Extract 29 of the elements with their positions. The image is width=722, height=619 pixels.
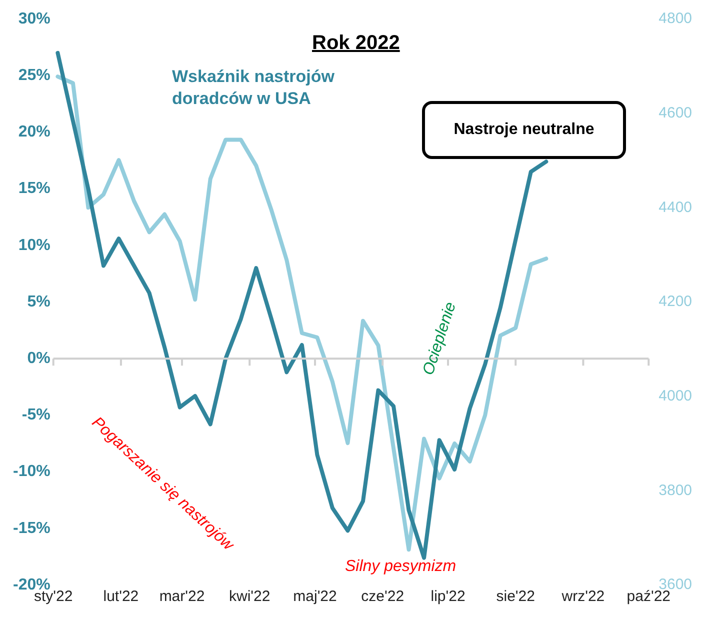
x-tick-label: sty'22: [34, 588, 73, 606]
x-tick-label: wrz'22: [560, 588, 605, 606]
text: Wskaźnik nastrojów doradców w USA: [172, 66, 336, 110]
y2-tick-label: 4600: [658, 104, 692, 122]
x-tick-label: mar'22: [159, 588, 205, 606]
annotation: Silny pesymizm: [345, 558, 456, 576]
y-tick-label: 0%: [27, 350, 50, 368]
y-tick-label: -15%: [12, 520, 50, 537]
y-tick-label: -10%: [12, 463, 50, 480]
y-tick-label: -5%: [22, 406, 50, 424]
y-tick-label: 25%: [18, 67, 50, 84]
y2-tick-label: 4200: [658, 293, 692, 310]
y2-tick-label: 4800: [658, 10, 692, 28]
x-tick-label: lut'22: [103, 588, 139, 606]
y2-tick-label: 3800: [658, 482, 692, 499]
x-tick-label: kwi'22: [228, 588, 270, 606]
y-tick-label: 15%: [18, 180, 50, 198]
y-tick-label: 20%: [18, 124, 50, 141]
y-tick-label: 5%: [27, 293, 50, 310]
y2-tick-label: 4000: [658, 387, 692, 404]
y-tick-label: 30%: [18, 10, 50, 28]
text: Rok 2022: [312, 32, 400, 55]
x-tick-label: sie'22: [496, 588, 535, 606]
x-tick-label: maj'22: [293, 588, 337, 606]
x-tick-label: lip'22: [430, 588, 466, 606]
y2-tick-label: 4400: [658, 198, 692, 216]
x-tick-label: cze'22: [361, 588, 404, 606]
y-tick-label: 10%: [18, 236, 50, 254]
annotation: Nastroje neutralne: [422, 101, 626, 159]
